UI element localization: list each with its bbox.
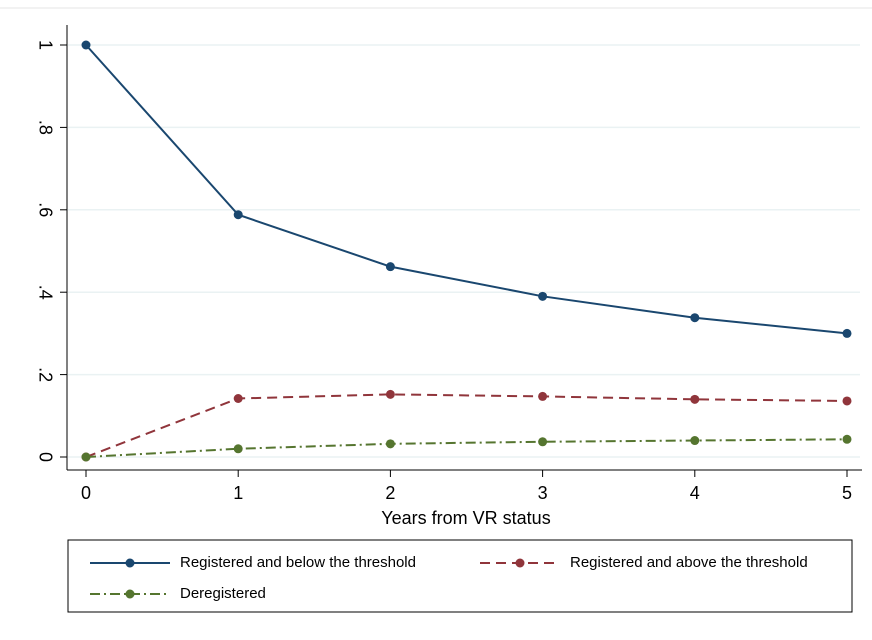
data-point	[842, 396, 852, 406]
x-tick-label: 3	[538, 483, 548, 503]
y-tick-label: 1	[35, 40, 55, 50]
data-point	[690, 394, 700, 404]
y-tick-label: 0	[35, 452, 55, 462]
legend-label: Registered and below the threshold	[180, 554, 416, 571]
data-point	[385, 439, 395, 449]
series-line	[85, 438, 848, 458]
x-tick-label: 1	[233, 483, 243, 503]
x-axis-title: Years from VR status	[381, 508, 550, 528]
data-point	[842, 328, 852, 338]
data-point	[233, 444, 243, 454]
data-point	[538, 437, 548, 447]
series-line	[85, 44, 848, 335]
legend-label: Deregistered	[180, 585, 266, 602]
data-point	[385, 262, 395, 272]
x-tick-label: 2	[385, 483, 395, 503]
data-point	[81, 452, 91, 462]
series-line	[85, 393, 848, 458]
x-tick-label: 4	[690, 483, 700, 503]
data-point	[690, 313, 700, 323]
x-tick-label: 5	[842, 483, 852, 503]
data-point	[233, 210, 243, 220]
legend-marker	[515, 558, 525, 568]
data-point	[538, 391, 548, 401]
y-tick-label: .4	[35, 285, 55, 300]
legend-box	[67, 539, 853, 613]
y-tick-label: .6	[35, 202, 55, 217]
legend-marker	[125, 589, 135, 599]
legend-marker	[125, 558, 135, 568]
data-point	[81, 40, 91, 50]
y-tick-label: .8	[35, 120, 55, 135]
y-tick-label: .2	[35, 367, 55, 382]
data-point	[690, 436, 700, 446]
legend: Registered and below the threshold Regist…	[90, 554, 808, 602]
legend-label: Registered and above the threshold	[570, 554, 808, 571]
x-tick-label: 0	[81, 483, 91, 503]
data-point	[538, 291, 548, 301]
data-point	[385, 389, 395, 399]
data-point	[842, 434, 852, 444]
data-point	[233, 393, 243, 403]
